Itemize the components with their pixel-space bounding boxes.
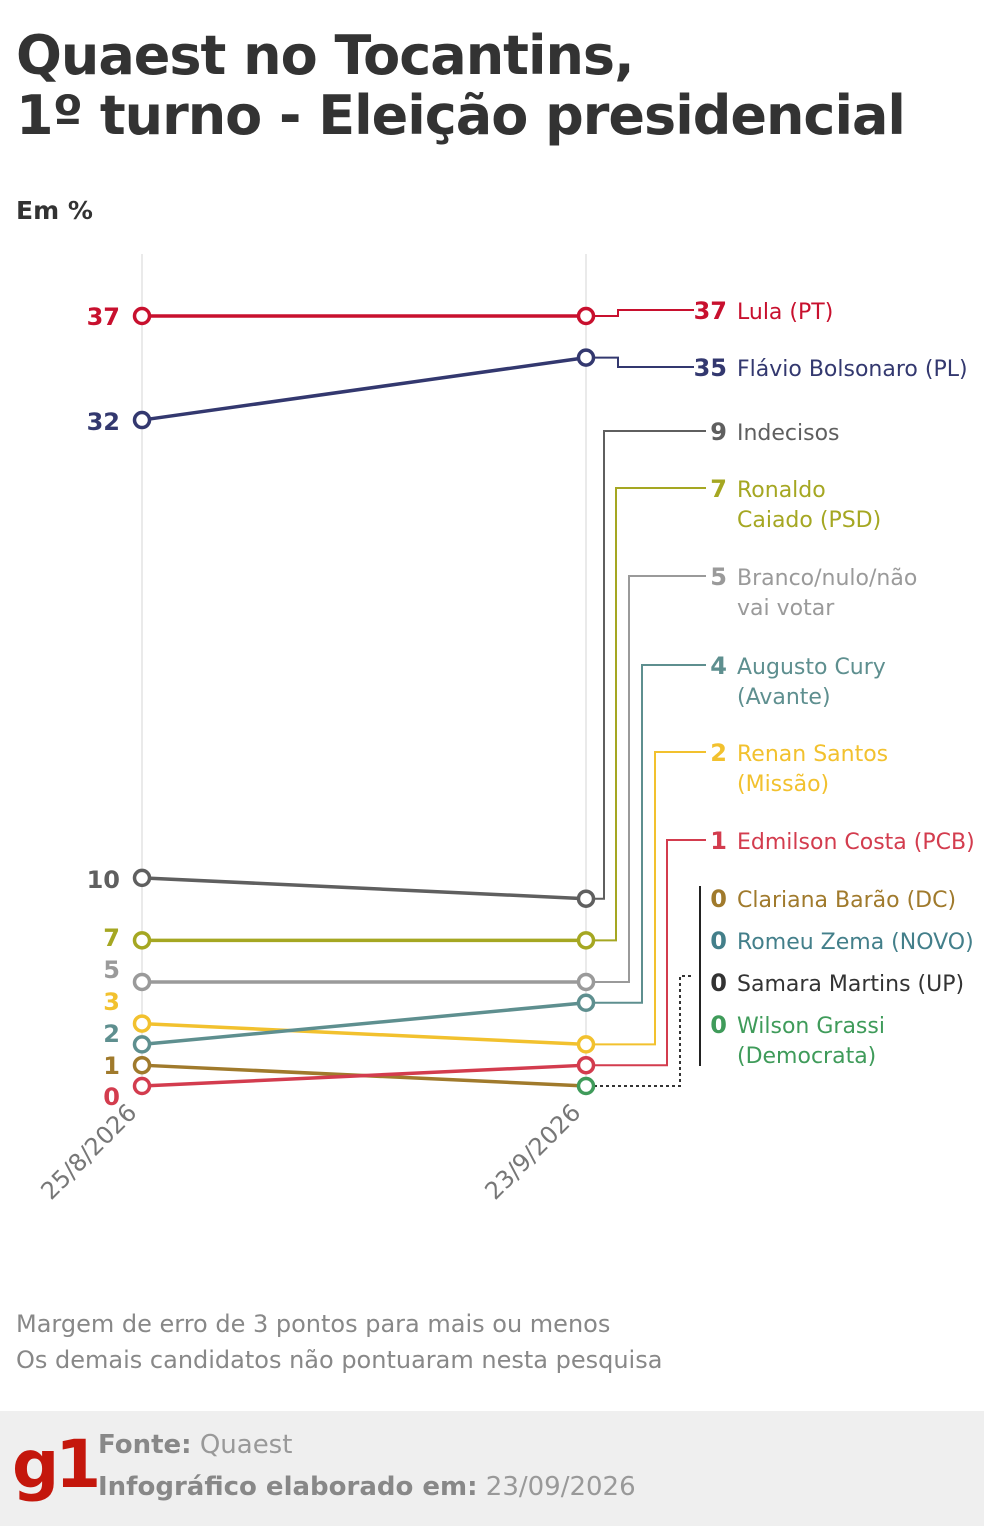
series-name-label: Branco/nulo/não bbox=[737, 566, 917, 591]
connector-flavio-bolsonaro-pl bbox=[594, 356, 694, 368]
title-line-2: 1º turno - Eleição presidencial bbox=[16, 84, 906, 147]
series-name-label: Edmilson Costa (PCB) bbox=[737, 830, 975, 855]
series-name-label: (Democrata) bbox=[737, 1044, 876, 1069]
connector-renan-santos-missao bbox=[594, 751, 706, 1046]
series-line-edmilson-costa-pcb bbox=[141, 1063, 587, 1088]
connector-ronaldo-caiado-psd bbox=[594, 487, 706, 942]
series-line-indecisos bbox=[141, 876, 587, 901]
series-line-flavio-bolsonaro-pl bbox=[141, 355, 587, 422]
series-name-label: Flávio Bolsonaro (PL) bbox=[737, 357, 968, 382]
connector-edmilson-costa-pcb bbox=[594, 839, 706, 1067]
series-name-label: Lula (PT) bbox=[737, 300, 833, 325]
start-point-lula-pt bbox=[132, 306, 152, 326]
connector-branco-nulo-nao-vai-votar bbox=[594, 575, 706, 983]
connector-augusto-cury-avante bbox=[594, 664, 706, 1004]
end-point-renan-santos-missao bbox=[576, 1035, 596, 1054]
end-value-label: 37 bbox=[694, 297, 727, 325]
end-value-label: 4 bbox=[710, 652, 727, 680]
end-value-label: 9 bbox=[710, 418, 727, 446]
end-value-label: 2 bbox=[710, 739, 727, 767]
end-point-zero-group bbox=[576, 1076, 596, 1096]
start-value-label: 1 bbox=[103, 1052, 120, 1080]
end-point-augusto-cury-avante bbox=[576, 993, 596, 1013]
connector-lula-pt bbox=[594, 309, 694, 317]
start-value-label: 0 bbox=[103, 1083, 120, 1111]
note-others: Os demais candidatos não pontuaram nesta… bbox=[16, 1346, 663, 1374]
series-name-label: Renan Santos bbox=[737, 742, 888, 767]
series-name-label: Caiado (PSD) bbox=[737, 508, 881, 533]
start-point-renan-santos-missao bbox=[132, 1014, 152, 1033]
date-value: 23/09/2026 bbox=[485, 1472, 636, 1502]
notes: Margem de erro de 3 pontos para mais ou … bbox=[16, 1306, 662, 1378]
start-point-clariana-barao-dc bbox=[132, 1055, 152, 1075]
series-line-augusto-cury-avante bbox=[141, 1001, 587, 1047]
series-name-label: (Avante) bbox=[737, 685, 831, 710]
start-point-branco-nulo-nao-vai-votar bbox=[132, 972, 152, 992]
source-value: Quaest bbox=[199, 1430, 293, 1460]
start-point-flavio-bolsonaro-pl bbox=[132, 410, 152, 430]
start-value-label: 3 bbox=[103, 988, 120, 1016]
unit-label: Em % bbox=[16, 196, 93, 225]
series-name-label: Indecisos bbox=[737, 421, 840, 446]
start-value-label: 7 bbox=[103, 924, 120, 952]
x-tick-label: 25/8/2026 bbox=[35, 1098, 142, 1205]
end-point-ronaldo-caiado-psd bbox=[576, 931, 596, 950]
end-point-indecisos bbox=[576, 889, 596, 908]
end-value-label: 0 bbox=[710, 969, 727, 997]
end-point-branco-nulo-nao-vai-votar bbox=[576, 972, 596, 992]
end-point-flavio-bolsonaro-pl bbox=[576, 348, 596, 367]
series-name-label: Romeu Zema (NOVO) bbox=[737, 930, 974, 955]
series-name-label: Augusto Cury bbox=[737, 655, 886, 680]
series-name-label: (Missão) bbox=[737, 772, 829, 797]
start-point-augusto-cury-avante bbox=[132, 1035, 152, 1054]
start-value-label: 37 bbox=[87, 303, 120, 331]
footer bbox=[0, 1411, 984, 1526]
chart-title: Quaest no Tocantins, 1º turno - Eleição … bbox=[16, 24, 906, 147]
title-line-1: Quaest no Tocantins, bbox=[16, 24, 635, 87]
series-name-label: Samara Martins (UP) bbox=[737, 972, 964, 997]
connector-indecisos bbox=[594, 430, 706, 900]
connector-zero-group bbox=[594, 975, 694, 1087]
start-point-edmilson-costa-pcb bbox=[132, 1076, 152, 1096]
note-margin: Margem de erro de 3 pontos para mais ou … bbox=[16, 1310, 611, 1338]
x-tick-label: 23/9/2026 bbox=[479, 1098, 586, 1205]
g1-logo: g1 bbox=[12, 1426, 101, 1503]
series-line-renan-santos-missao bbox=[141, 1021, 587, 1047]
date-line: Infográfico elaborado em: 23/09/2026 bbox=[98, 1472, 636, 1502]
end-point-edmilson-costa-pcb bbox=[576, 1055, 596, 1075]
date-label: Infográfico elaborado em: bbox=[98, 1472, 478, 1502]
start-value-label: 5 bbox=[103, 956, 120, 984]
end-value-label: 1 bbox=[710, 827, 727, 855]
end-value-label: 5 bbox=[710, 563, 727, 591]
series-name-label: vai votar bbox=[737, 596, 835, 621]
start-value-label: 32 bbox=[87, 408, 120, 436]
source-label: Fonte: bbox=[98, 1430, 192, 1460]
end-value-label: 0 bbox=[710, 1011, 727, 1039]
start-value-label: 2 bbox=[103, 1020, 120, 1048]
end-value-label: 0 bbox=[710, 927, 727, 955]
source-line: Fonte: Quaest bbox=[98, 1430, 292, 1460]
end-value-label: 7 bbox=[710, 475, 727, 503]
end-value-label: 0 bbox=[710, 885, 727, 913]
start-value-label: 10 bbox=[87, 866, 120, 894]
end-value-label: 35 bbox=[694, 354, 727, 382]
series-name-label: Ronaldo bbox=[737, 478, 826, 503]
end-point-lula-pt bbox=[576, 306, 596, 326]
series-name-label: Wilson Grassi bbox=[737, 1014, 885, 1039]
start-point-indecisos bbox=[132, 868, 152, 888]
series-name-label: Clariana Barão (DC) bbox=[737, 888, 956, 913]
start-point-ronaldo-caiado-psd bbox=[132, 931, 152, 950]
